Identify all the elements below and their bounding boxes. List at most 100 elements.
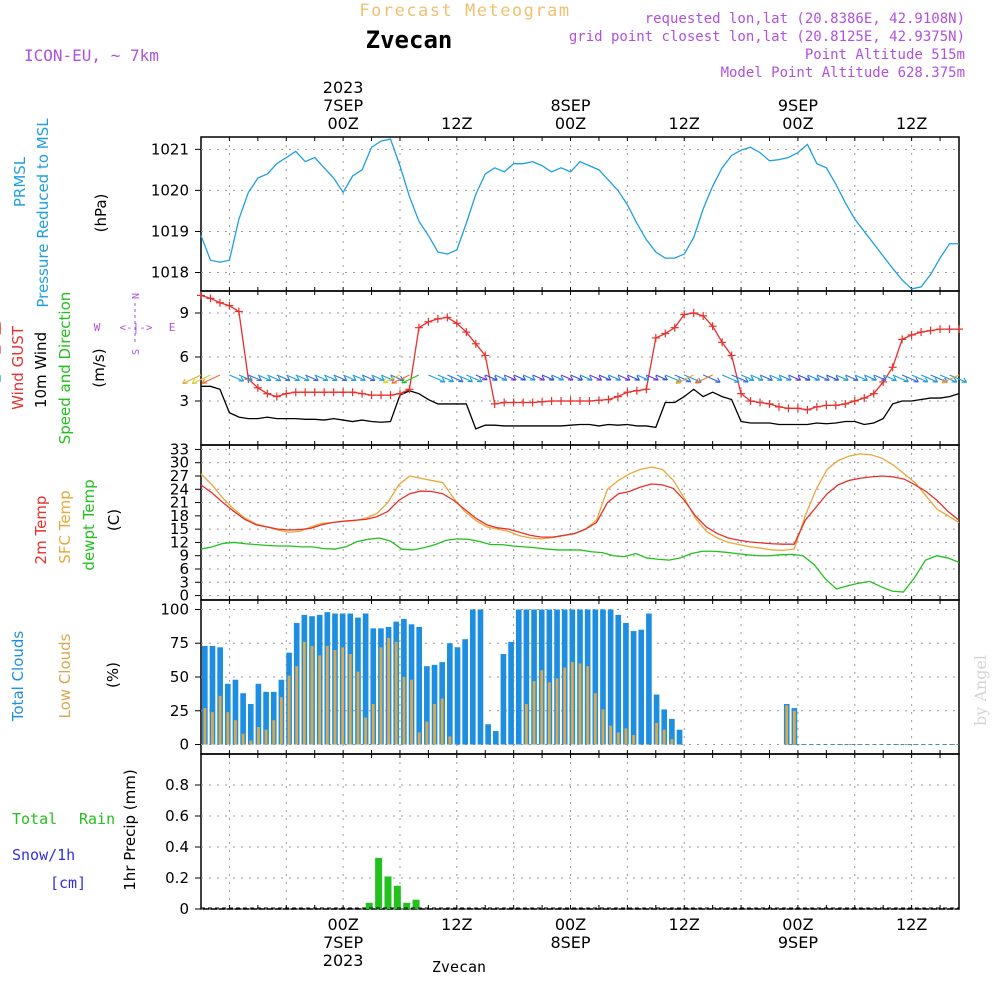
total-cloud-bar	[630, 631, 637, 745]
grid-point-coords: grid point closest lon,lat (20.8125E, 42…	[569, 29, 965, 45]
compass-e: E	[169, 321, 176, 334]
total-cloud-bar	[209, 645, 216, 745]
low-cloud-bar	[364, 717, 368, 745]
model-label: ICON-EU, ~ 7km	[24, 46, 159, 65]
wind-direction-arrow	[883, 375, 887, 381]
total-cloud-bar	[370, 628, 377, 745]
wind-direction-arrow	[939, 374, 957, 383]
wind-direction-arrow	[401, 378, 405, 384]
wind-direction-arrow	[731, 374, 749, 383]
wind-direction-arrow	[745, 377, 749, 383]
wind-direction-arrow	[352, 374, 366, 381]
total-cloud-bar	[653, 694, 660, 745]
clouds-tick-label: 0	[179, 736, 189, 754]
wind-direction-arrow	[342, 374, 357, 382]
wind-direction-arrow	[513, 375, 517, 381]
low-cloud-bar	[655, 722, 658, 745]
wind-direction-arrow	[589, 374, 602, 381]
bottom-axis-label: 00Z	[555, 915, 586, 934]
low-cloud-bar	[394, 641, 398, 745]
low-cloud-bar	[211, 712, 214, 745]
wind-direction-arrow	[522, 375, 527, 381]
wind-direction-arrow	[826, 374, 839, 381]
wind-direction-arrow	[286, 374, 300, 382]
wind-direction-arrow	[636, 375, 640, 381]
low-cloud-bar	[578, 663, 582, 745]
wind-direction-arrow	[807, 375, 811, 381]
rain-bar	[384, 876, 392, 909]
wind-direction-arrow	[953, 377, 958, 383]
low-cloud-bar	[563, 667, 567, 745]
bottom-axis-label: 00Z	[327, 915, 358, 934]
wind-direction-arrow	[740, 374, 754, 381]
low-cloud-bar	[670, 739, 674, 745]
wind-direction-arrow	[460, 377, 464, 383]
wind-direction-arrow	[924, 377, 929, 383]
wind-direction-arrow	[598, 374, 612, 381]
compass-n: N	[131, 293, 142, 299]
wind-direction-arrow	[911, 374, 929, 383]
wind-direction-arrow	[391, 374, 410, 384]
wind-direction-arrow	[268, 376, 272, 381]
wind-direction-arrow	[560, 375, 564, 381]
low-cloud-bar	[540, 670, 544, 745]
wind-direction-arrow	[201, 374, 221, 384]
clouds-low-label: Low Clouds	[56, 633, 74, 718]
temp-2m-line	[200, 475, 960, 545]
wind-direction-arrow	[598, 375, 603, 381]
wind-direction-arrow	[401, 374, 420, 384]
low-cloud-bar	[440, 698, 444, 745]
pressure-label-prmsl: PRMSL	[11, 156, 29, 207]
wind-direction-arrow	[854, 375, 859, 381]
rain-bar	[403, 902, 411, 909]
wind-direction-arrow	[456, 374, 473, 383]
wind-direction-arrow	[479, 377, 483, 383]
low-cloud-bar	[379, 647, 383, 745]
temp-tick-label: 9	[179, 547, 189, 565]
wind-direction-arrow	[930, 374, 948, 383]
total-cloud-bar	[416, 627, 423, 745]
pressure-frame	[200, 136, 960, 292]
pressure-label-msl: Pressure Reduced to MSL	[34, 118, 52, 308]
wind-direction-arrow	[277, 376, 282, 382]
precip-frame	[200, 753, 960, 910]
wind-direction-arrow	[503, 375, 508, 381]
precip-snow-label: Snow/1h	[12, 846, 75, 864]
meteogram-title: Forecast Meteogram	[359, 1, 570, 21]
wind-direction-arrow	[334, 375, 338, 381]
low-cloud-bar	[302, 641, 306, 745]
low-cloud-bar	[318, 655, 322, 745]
wind-direction-arrow	[769, 375, 773, 381]
temp-tick-label: 33	[170, 440, 189, 458]
precip-tick-label: 0.8	[165, 776, 189, 794]
bottom-axis-label: 00Z	[782, 915, 813, 934]
wind-direction-arrow	[485, 374, 498, 381]
wind-direction-arrow	[343, 376, 348, 381]
wind-direction-arrow	[736, 377, 740, 383]
low-cloud-bar	[348, 654, 352, 745]
wind-direction-arrow	[627, 374, 640, 381]
total-cloud-bar	[424, 666, 430, 745]
wind-direction-arrow	[469, 377, 473, 383]
total-cloud-bar	[232, 679, 239, 745]
wind-direction-arrow	[645, 375, 650, 381]
wind-direction-arrow	[778, 375, 783, 381]
top-axis-label: 12Z	[441, 114, 472, 133]
temp-tick-label: 15	[170, 520, 189, 538]
wind-direction-arrow	[381, 375, 385, 381]
temp-tick-label: 30	[170, 454, 189, 472]
low-cloud-bar	[632, 735, 636, 745]
dewpoint-line	[200, 537, 960, 593]
wind-dir-label: Speed and Direction	[56, 292, 74, 445]
wind-direction-arrow	[617, 374, 631, 381]
wind-direction-arrow	[845, 375, 849, 381]
low-cloud-bar	[341, 647, 345, 745]
total-cloud-bar	[600, 609, 606, 745]
bottom-axis-label: 7SEP	[323, 933, 363, 952]
low-cloud-bar	[433, 704, 436, 745]
wind-direction-arrow	[447, 374, 464, 383]
pressure-panel: 1018 1019 1020 1021	[151, 136, 960, 292]
wind-direction-arrow	[249, 376, 253, 382]
pressure-tick-label: 1021	[151, 140, 189, 158]
